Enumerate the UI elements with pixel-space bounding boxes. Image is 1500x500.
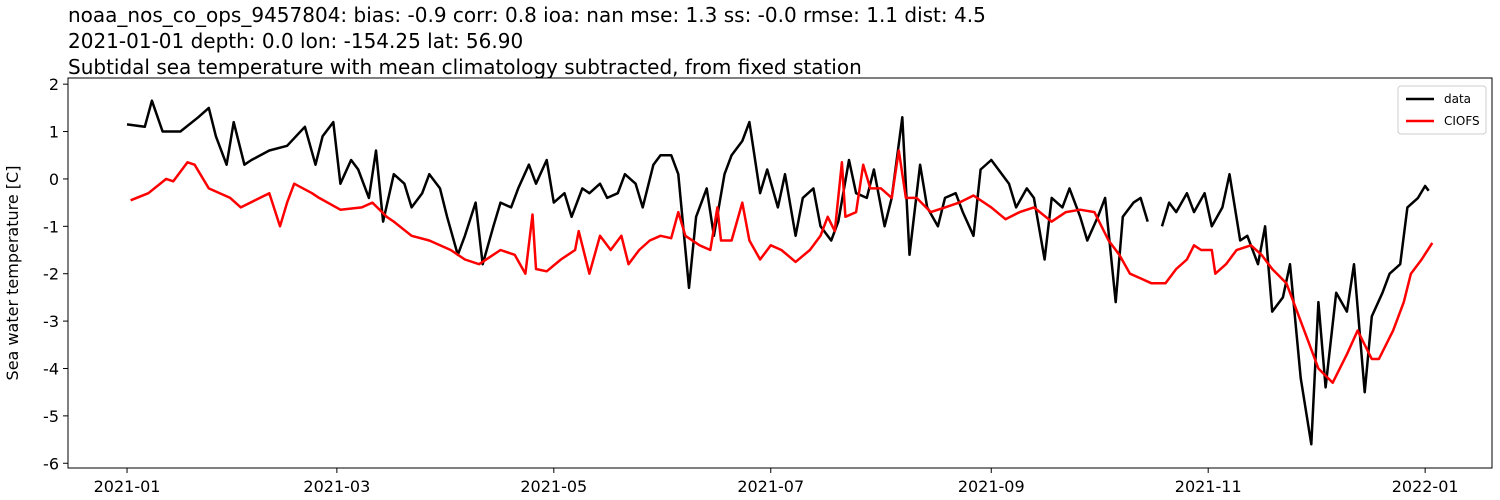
x-tick-label: 2021-01 [94,477,161,496]
x-tick-label: 2021-03 [303,477,370,496]
plot-frame [67,77,1493,469]
y-tick-label: -3 [43,312,59,331]
y-tick-label: -2 [43,265,59,284]
y-tick-label: -6 [43,454,59,473]
x-tick-label: 2021-11 [1175,477,1242,496]
y-tick-label: 0 [49,170,59,189]
y-tick-label: -4 [43,359,59,378]
legend-label: data [1444,92,1471,106]
chart-title: noaa_nos_co_ops_9457804: bias: -0.9 corr… [68,3,986,27]
chart-title: Subtidal sea temperature with mean clima… [68,55,862,79]
chart-title: 2021-01-01 depth: 0.0 lon: -154.25 lat: … [68,29,523,53]
x-tick-label: 2021-05 [520,477,587,496]
y-tick-label: 2 [49,75,59,94]
y-axis-label: Sea water temperature [C] [3,166,22,381]
legend-label: CIOFS [1444,114,1480,128]
x-tick-label: 2022-01 [1392,477,1459,496]
x-tick-label: 2021-07 [737,477,804,496]
y-tick-label: -1 [43,217,59,236]
data-line [126,99,1430,446]
data-line [130,149,1434,384]
y-tick-label: -5 [43,407,59,426]
x-tick-label: 2021-09 [958,477,1025,496]
y-tick-label: 1 [49,123,59,142]
